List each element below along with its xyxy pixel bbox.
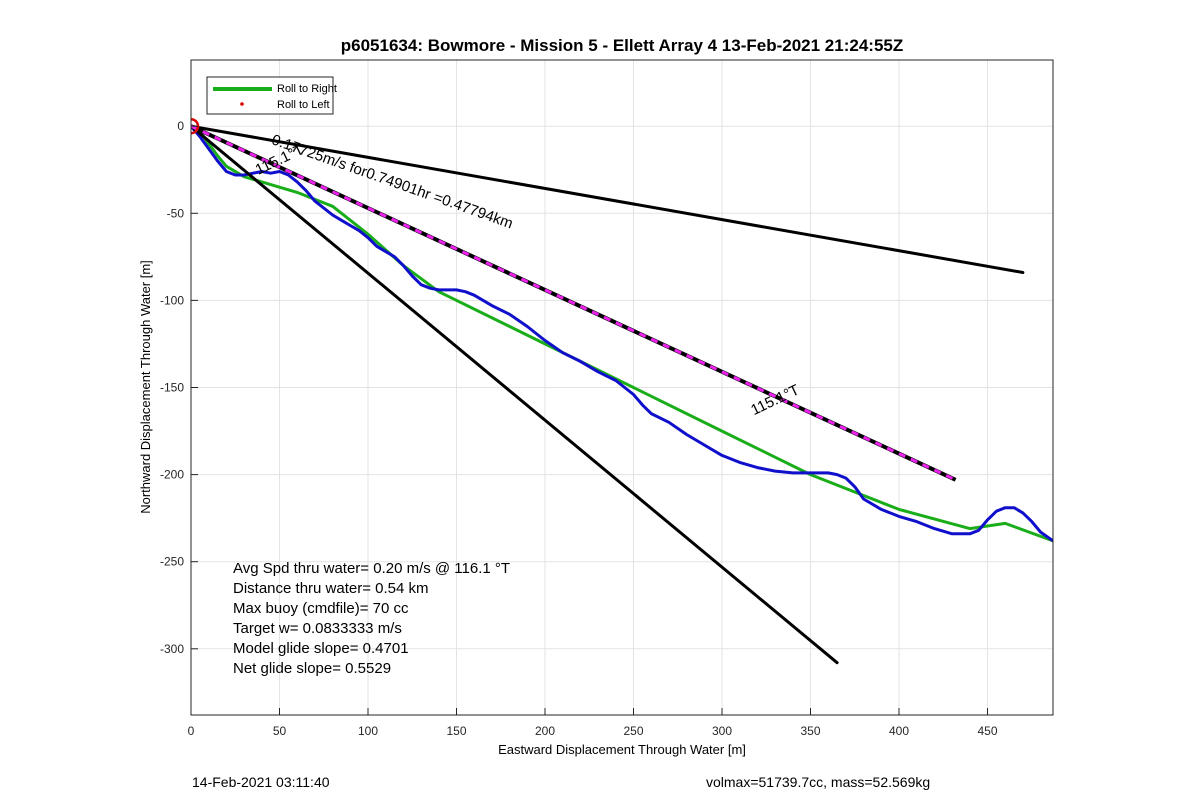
x-tick-label: 400 bbox=[889, 724, 909, 738]
stats-line: Target w= 0.0833333 m/s bbox=[233, 620, 402, 637]
legend-swatch-roll-left bbox=[240, 102, 244, 106]
footer-volume-mass-label: volmax=51739.7cc, mass=52.569kg bbox=[706, 774, 931, 790]
stats-line: Max buoy (cmdfile)= 70 cc bbox=[233, 600, 409, 617]
axis-ticks: 0 50 100 150 200 250 300 350 400 450 0 -50 -100 -150 -… bbox=[160, 119, 998, 738]
x-tick-label: 450 bbox=[977, 724, 997, 738]
chart-title: p6051634: Bowmore - Mission 5 - Ellett A… bbox=[341, 36, 904, 55]
x-tick-label: 100 bbox=[358, 724, 378, 738]
x-tick-label: 150 bbox=[446, 724, 466, 738]
heading-line-upper bbox=[191, 124, 1025, 274]
x-tick-label: 300 bbox=[712, 724, 732, 738]
grid-lines bbox=[190, 60, 1053, 715]
y-tick-label: -250 bbox=[160, 555, 184, 569]
y-axis-label: Northward Displacement Through Water [m] bbox=[138, 260, 153, 514]
x-axis-label: Eastward Displacement Through Water [m] bbox=[498, 742, 746, 757]
x-tick-label: 50 bbox=[273, 724, 287, 738]
x-tick-label: 200 bbox=[535, 724, 555, 738]
x-tick-label: 0 bbox=[188, 724, 195, 738]
y-tick-label: -300 bbox=[160, 642, 184, 656]
legend: Roll to Right Roll to Left bbox=[206, 76, 337, 115]
legend-box bbox=[206, 76, 334, 115]
legend-label-roll-right: Roll to Right bbox=[277, 83, 337, 95]
legend-label-roll-left: Roll to Left bbox=[277, 99, 330, 111]
stats-text-block: Avg Spd thru water= 0.20 m/s @ 116.1 °T D… bbox=[233, 560, 510, 677]
stats-line: Model glide slope= 0.4701 bbox=[233, 640, 409, 657]
y-tick-label: 0 bbox=[177, 119, 184, 133]
roll-right-track bbox=[191, 124, 1053, 543]
measured-track bbox=[191, 124, 1053, 543]
stats-line: Avg Spd thru water= 0.20 m/s @ 116.1 °T bbox=[233, 560, 510, 577]
y-tick-label: -150 bbox=[160, 381, 184, 395]
y-tick-label: -100 bbox=[160, 293, 184, 307]
y-tick-label: -200 bbox=[160, 468, 184, 482]
y-tick-label: -50 bbox=[167, 206, 185, 220]
data-layer bbox=[191, 117, 1053, 665]
x-tick-label: 350 bbox=[800, 724, 820, 738]
footer-date-label: 14-Feb-2021 03:11:40 bbox=[192, 774, 330, 790]
stats-line: Distance thru water= 0.54 km bbox=[233, 580, 429, 597]
stats-line: Net glide slope= 0.5529 bbox=[233, 660, 391, 677]
depth-average-current-line bbox=[191, 124, 957, 482]
x-tick-label: 250 bbox=[623, 724, 643, 738]
heading-line-lower bbox=[191, 124, 839, 665]
